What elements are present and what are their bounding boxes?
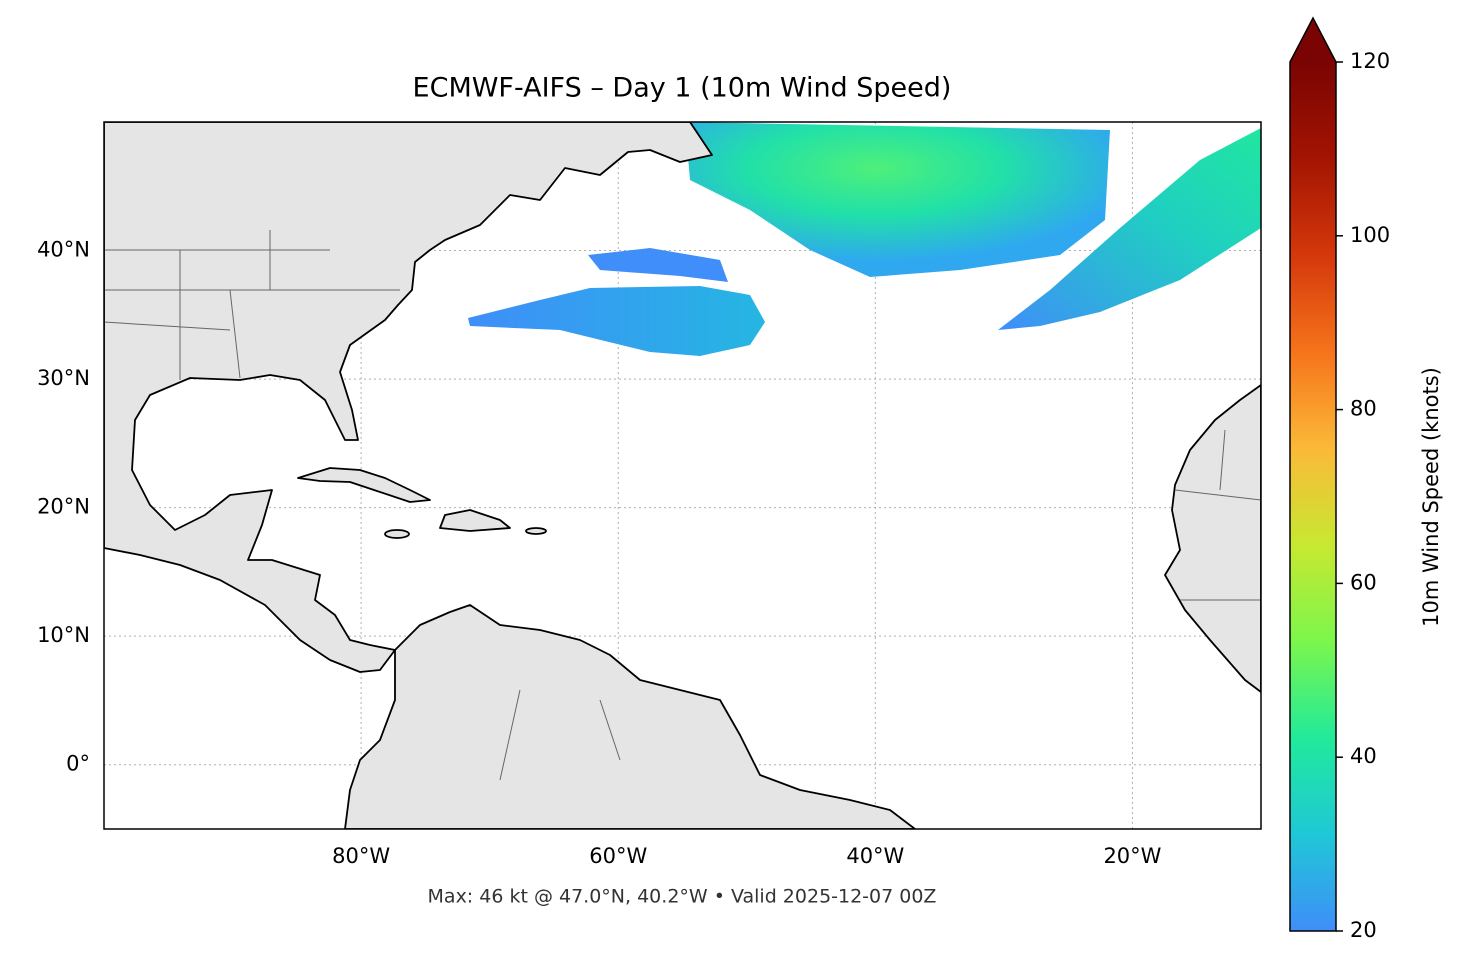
south-america <box>344 604 916 829</box>
wind-area <box>685 122 1110 277</box>
land <box>104 122 1261 829</box>
y-tick-label: 40°N <box>37 238 90 262</box>
colorbar-tick-label: 40 <box>1350 744 1377 768</box>
map-frame <box>103 121 1262 830</box>
hispaniola <box>439 509 511 532</box>
x-tick-label: 60°W <box>589 844 647 868</box>
colorbar-tick-label: 60 <box>1350 570 1377 594</box>
y-tick-label: 20°N <box>37 495 90 519</box>
jamaica <box>384 529 410 539</box>
colorbar-label: 10m Wind Speed (knots) <box>1419 367 1443 627</box>
colorbar-tick-label: 120 <box>1350 49 1390 73</box>
puerto-rico <box>525 527 547 535</box>
y-tick-label: 30°N <box>37 366 90 390</box>
x-tick-label: 40°W <box>846 844 904 868</box>
colorbar-frame <box>1289 16 1337 932</box>
y-tick-label: 10°N <box>37 623 90 647</box>
africa <box>1164 384 1261 693</box>
x-tick-label: 20°W <box>1103 844 1161 868</box>
north-america <box>104 122 713 673</box>
wind-area <box>998 128 1261 330</box>
wind-area <box>468 286 765 356</box>
borders <box>104 230 1261 781</box>
wind-area <box>588 248 728 282</box>
colorbar <box>1290 62 1336 931</box>
colorbar-tick-label: 20 <box>1350 918 1377 942</box>
colorbar-extend <box>1290 18 1336 62</box>
note: Max: 46 kt @ 47.0°N, 40.2°W • Valid 2025… <box>428 886 937 908</box>
wind-field <box>468 122 1261 356</box>
colorbar-tick-label: 100 <box>1350 223 1390 247</box>
y-tick-label: 0° <box>66 752 90 776</box>
chart-title: ECMWF-AIFS – Day 1 (10m Wind Speed) <box>413 73 952 104</box>
x-tick-label: 80°W <box>332 844 390 868</box>
cuba <box>297 467 431 503</box>
colorbar-tick-label: 80 <box>1350 397 1377 421</box>
